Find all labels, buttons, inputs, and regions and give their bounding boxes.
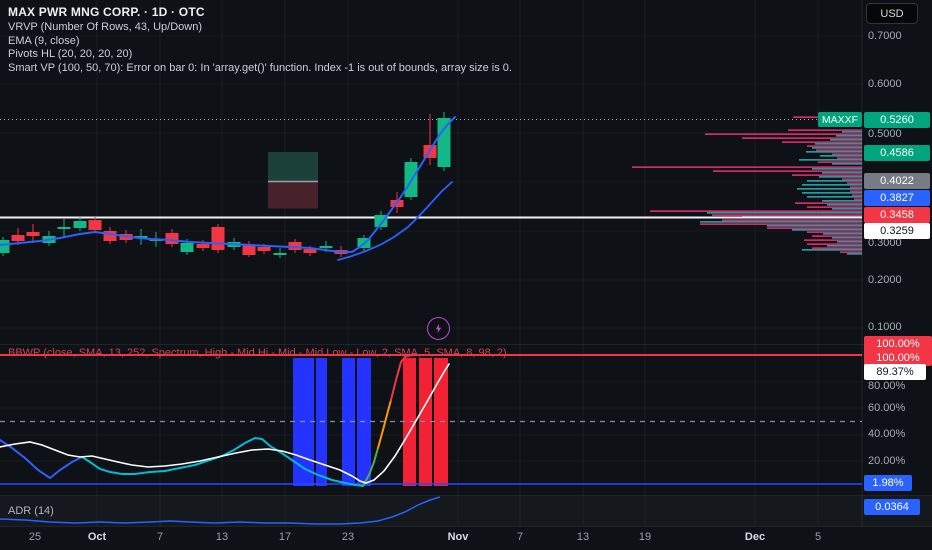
grid [96,0,819,526]
price-axis-badge: 0.3458 [864,207,930,223]
price-axis-label: 0.7000 [868,30,902,42]
price-axis-label: 60.00% [868,402,906,414]
time-axis-label: 23 [341,531,355,543]
bbwp-spectrum-line [0,354,451,487]
time-axis-label: 7 [516,531,524,543]
pane-dividers [0,0,932,527]
adr-indicator-label[interactable]: ADR (14) [8,505,54,517]
price-axis-badge: 0.0364 [864,499,920,515]
currency-toggle-button[interactable]: USD [866,3,918,24]
time-axis-label: 25 [28,531,42,543]
price-axis-label: 0.3000 [868,237,902,249]
price-axis-label: 80.00% [868,380,906,392]
legend-indicator-row[interactable]: Smart VP (100, 50, 70): Error on bar 0: … [8,61,512,74]
price-axis-label: 0.1000 [868,321,902,333]
price-axis-label: 40.00% [868,428,906,440]
price-axis-badge: 100.00% [864,336,932,352]
price-axis-badge: 0.5260 [864,111,930,128]
price-axis-label: 20.00% [868,455,906,467]
symbol-flag-badge: MAXXF [818,112,862,127]
time-axis-label: 19 [638,531,652,543]
time-axis-label: 17 [278,531,292,543]
ema-lines [0,116,456,261]
price-axis-badge: 0.3259 [864,222,930,239]
price-axis-badge: 0.4022 [864,173,930,189]
legend-indicator-row[interactable]: Pivots HL (20, 20, 20, 20) [8,48,133,61]
time-axis-label: Nov [447,531,469,543]
adr-line [0,496,441,525]
price-axis-badge: 100.00% [864,350,932,366]
time-axis-label: Dec [744,531,766,543]
bbwp-indicator-label[interactable]: BBWP (close, SMA, 13, 252, Spectrum, Hig… [8,347,507,359]
time-axis-label: Oct [87,531,107,543]
chart-legend: MAX PWR MNG CORP. · 1D · OTC VRVP (Numbe… [8,5,512,75]
price-axis-badge: 89.37% [864,364,926,380]
pivot-zone-box [268,152,318,209]
legend-indicator-row[interactable]: VRVP (Number Of Rows, 43, Up/Down) [8,21,202,34]
price-axis-label: 0.6000 [868,78,902,90]
time-axis-label: 5 [814,531,822,543]
symbol-title[interactable]: MAX PWR MNG CORP. · 1D · OTC [8,5,205,19]
volume-profile [632,116,862,255]
legend-indicator-row[interactable]: EMA (9, close) [8,34,80,47]
time-axis-label: 13 [576,531,590,543]
time-axis-label: 13 [215,531,229,543]
bbwp-sma-line [0,363,450,484]
price-axis-badge: 1.98% [864,475,912,491]
price-axis-label: 0.2000 [868,274,902,286]
horizontal-lines [0,119,862,219]
price-axis-badge: 0.4586 [864,145,930,161]
price-axis-badge: 0.3827 [864,190,930,206]
lightning-bolt-glyph [435,323,442,334]
time-axis-label: 7 [156,531,164,543]
lightning-icon[interactable] [427,317,450,340]
price-axis-label: 0.5000 [868,128,902,140]
